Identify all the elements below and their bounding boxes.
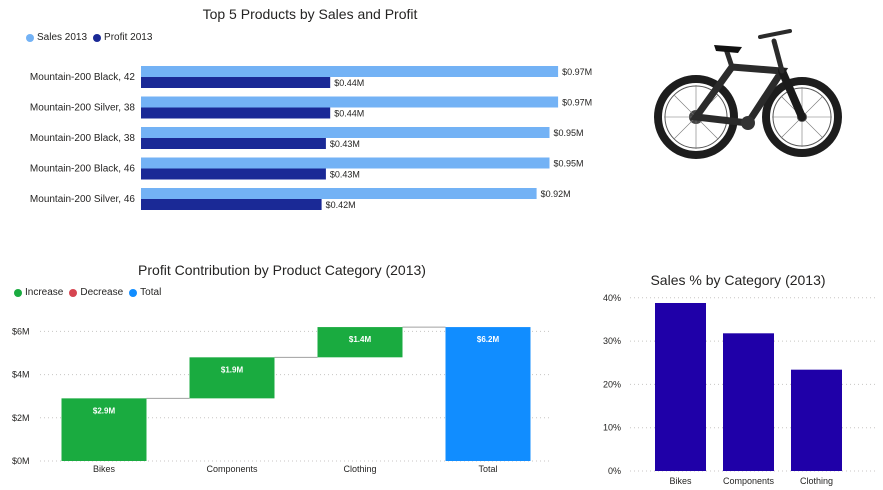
profit-data-label: $0.44M [334, 109, 364, 119]
profit-data-label: $0.44M [334, 78, 364, 88]
chart2-title: Profit Contribution by Product Category … [138, 262, 426, 278]
waterfall-bar [317, 327, 403, 358]
profit-data-label: $0.43M [330, 170, 360, 180]
sales-bar [141, 188, 537, 199]
legend-sales-dot [26, 33, 34, 42]
sales-data-label: $0.92M [541, 189, 571, 199]
profit-bar [141, 77, 331, 88]
x-tick-label: Total [478, 464, 497, 474]
sales-data-label: $0.95M [554, 159, 584, 169]
sales-bar [141, 127, 550, 138]
profit-bar [141, 107, 331, 119]
y-tick-label: 20% [603, 379, 621, 389]
waterfall-bar [61, 398, 147, 461]
y-tick-label: $0M [12, 456, 30, 466]
x-tick-label: Bikes [669, 476, 692, 486]
profit-bar [141, 168, 326, 180]
legend-total-label: Total [140, 287, 162, 298]
sales-percent-chart: 0% 10% 20% 30% 40% Bikes Components Clothing [603, 293, 878, 486]
category-bar [655, 302, 706, 471]
chart1-legend: Sales 2013 Profit 2013 [26, 32, 152, 43]
category-label: Mountain-200 Black, 46 [30, 164, 136, 175]
legend-item-total[interactable]: Total [129, 287, 161, 298]
chart2-legend: Increase Decrease Total [14, 287, 161, 298]
y-tick-label: $6M [12, 326, 30, 336]
sales-bar [141, 157, 550, 169]
y-tick-label: 30% [603, 336, 621, 346]
bar-data-label: $1.4M [349, 335, 372, 344]
crankset [741, 116, 755, 130]
sales-data-label: $0.97M [562, 98, 592, 108]
category-bar [723, 333, 774, 471]
legend-profit-dot [93, 33, 102, 42]
waterfall-bar [189, 357, 275, 399]
x-tick-label: Bikes [93, 464, 116, 474]
mountain-bike-image [654, 29, 842, 159]
legend-item-sales[interactable]: Sales 2013 [26, 32, 87, 43]
category-label: Mountain-200 Black, 38 [30, 133, 136, 144]
x-tick-label: Components [206, 464, 258, 474]
sales-bar [141, 96, 559, 108]
y-tick-label: 10% [603, 423, 621, 433]
bike-frame [689, 29, 806, 127]
legend-profit-label: Profit 2013 [104, 32, 153, 43]
waterfall-chart: $0M $2M $4M $6M $2.9M Bikes $1.9M Components $1.… [12, 326, 552, 474]
legend-item-profit[interactable]: Profit 2013 [93, 32, 152, 43]
x-tick-label: Clothing [343, 464, 376, 474]
legend-decrease-dot [69, 288, 78, 297]
category-label: Mountain-200 Black, 42 [30, 72, 136, 83]
x-tick-label: Clothing [800, 476, 833, 486]
profit-data-label: $0.43M [330, 139, 360, 149]
legend-total-dot [129, 288, 138, 297]
waterfall-bar [445, 327, 531, 461]
chart1-title: Top 5 Products by Sales and Profit [202, 6, 418, 22]
bar-data-label: $1.9M [221, 365, 244, 374]
legend-increase-dot [14, 288, 22, 297]
profit-data-label: $0.42M [326, 200, 356, 210]
category-label: Mountain-200 Silver, 46 [30, 194, 136, 205]
profit-bar [141, 199, 322, 210]
y-tick-label: $4M [12, 370, 30, 380]
sales-data-label: $0.97M [562, 67, 592, 77]
y-tick-label: 0% [608, 466, 621, 476]
category-label: Mountain-200 Silver, 38 [30, 103, 136, 114]
top-products-chart: Mountain-200 Black, 42 $0.97M $0.44M Mounta… [30, 66, 592, 210]
y-tick-label: 40% [603, 293, 621, 303]
legend-sales-label: Sales 2013 [37, 32, 88, 43]
legend-increase-label: Increase [25, 287, 64, 298]
category-bar [791, 369, 842, 471]
saddle [714, 45, 742, 53]
x-tick-label: Components [723, 476, 775, 486]
sales-bar [141, 66, 559, 77]
legend-item-decrease[interactable]: Decrease [69, 287, 123, 298]
bar-data-label: $6.2M [477, 335, 500, 344]
bar-data-label: $2.9M [93, 406, 116, 415]
y-tick-label: $2M [12, 413, 30, 423]
chart3-title: Sales % by Category (2013) [650, 272, 826, 288]
profit-bar [141, 138, 326, 149]
legend-item-increase[interactable]: Increase [14, 287, 63, 298]
legend-decrease-label: Decrease [80, 287, 124, 298]
sales-data-label: $0.95M [554, 128, 584, 138]
